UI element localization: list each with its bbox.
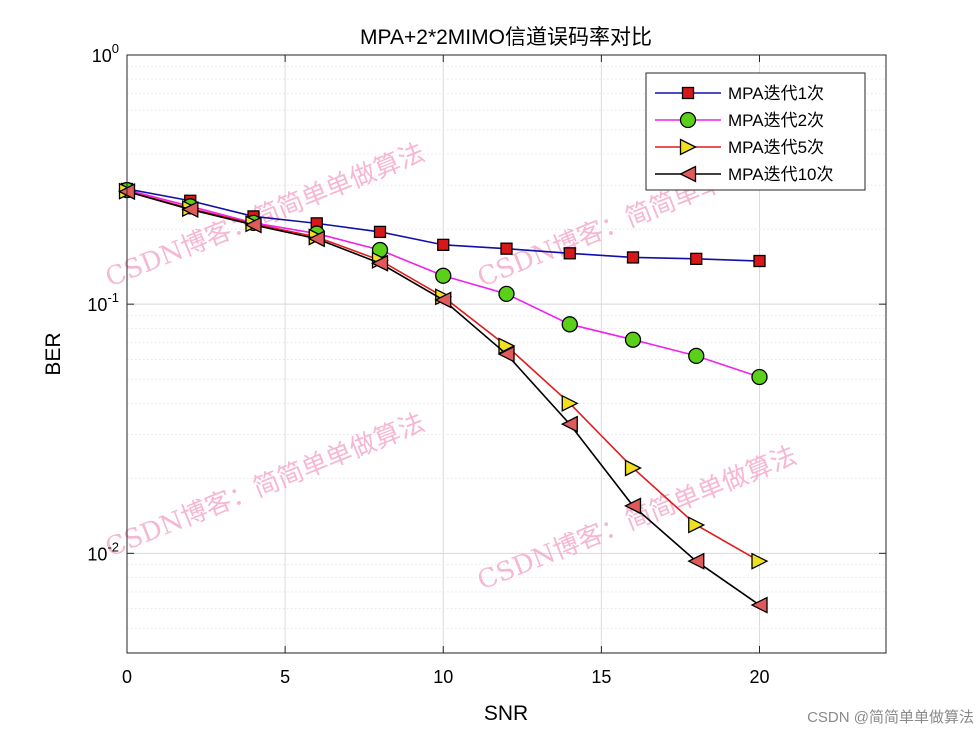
- x-tick-label-3: 15: [591, 667, 611, 687]
- data-point-s4-5: [434, 291, 452, 309]
- legend-marker-1: [681, 86, 695, 100]
- series-4: [118, 183, 768, 614]
- data-point-s1-6: [500, 242, 513, 255]
- footer-watermark: CSDN @简简单单做算法: [807, 709, 974, 726]
- data-point-s2-7: [561, 316, 578, 333]
- data-point-s3-9: [688, 516, 706, 534]
- data-point-s3-8: [624, 459, 642, 477]
- data-point-s4-10: [750, 596, 768, 614]
- y-tick-label-2: 10-2: [87, 539, 119, 564]
- legend-marker-4: [679, 165, 697, 183]
- x-tick-label-4: 20: [749, 667, 769, 687]
- data-point-s4-1: [181, 200, 199, 218]
- y-tick-label-1: 10-1: [87, 290, 119, 315]
- legend-marker-2: [679, 111, 697, 129]
- data-point-s3-7: [561, 394, 579, 412]
- legend-marker-3: [679, 138, 697, 156]
- data-point-s1-4: [373, 225, 387, 239]
- data-point-s4-2: [244, 216, 262, 234]
- data-point-s2-8: [624, 331, 642, 348]
- axis-ticks: 0 5 10 15 20 100 10-1 10-2: [87, 41, 886, 687]
- data-point-s4-9: [687, 552, 705, 570]
- x-tick-label-0: 0: [122, 667, 132, 687]
- y-tick-label-0: 100: [92, 41, 119, 66]
- data-point-s2-10: [751, 368, 768, 386]
- data-point-s4-7: [560, 415, 578, 433]
- data-point-s1-8: [626, 251, 640, 264]
- legend-label-4: MPA迭代10次: [728, 165, 834, 184]
- legend-label-1: MPA迭代1次: [728, 84, 824, 103]
- x-axis-label: SNR: [484, 702, 528, 725]
- data-point-s4-6: [497, 345, 515, 363]
- legend-label-3: MPA迭代5次: [728, 138, 824, 157]
- data-point-s1-7: [563, 247, 576, 260]
- data-point-s2-5: [435, 267, 452, 284]
- data-point-s1-10: [753, 254, 766, 268]
- data-point-s1-5: [437, 238, 450, 252]
- plot-border: [126, 54, 887, 654]
- data-point-s2-6: [498, 285, 515, 303]
- legend-label-2: MPA迭代2次: [728, 111, 824, 130]
- x-tick-label-1: 5: [280, 667, 290, 687]
- y-axis-label: BER: [42, 332, 65, 375]
- chart-title: MPA+2*2MIMO信道误码率对比: [360, 26, 652, 49]
- data-point-s4-3: [307, 230, 325, 248]
- data-point-s1-9: [690, 252, 703, 266]
- x-tick-label-2: 10: [433, 667, 453, 687]
- data-point-s4-4: [371, 254, 389, 272]
- series-layer: [118, 181, 769, 614]
- data-point-s2-9: [688, 347, 705, 365]
- data-point-s3-10: [751, 552, 769, 570]
- data-point-s3-6: [498, 337, 516, 355]
- legend: MPA迭代1次 MPA迭代2次 MPA迭代5次 MPA迭代10次: [645, 72, 866, 191]
- data-point-s4-8: [624, 497, 642, 515]
